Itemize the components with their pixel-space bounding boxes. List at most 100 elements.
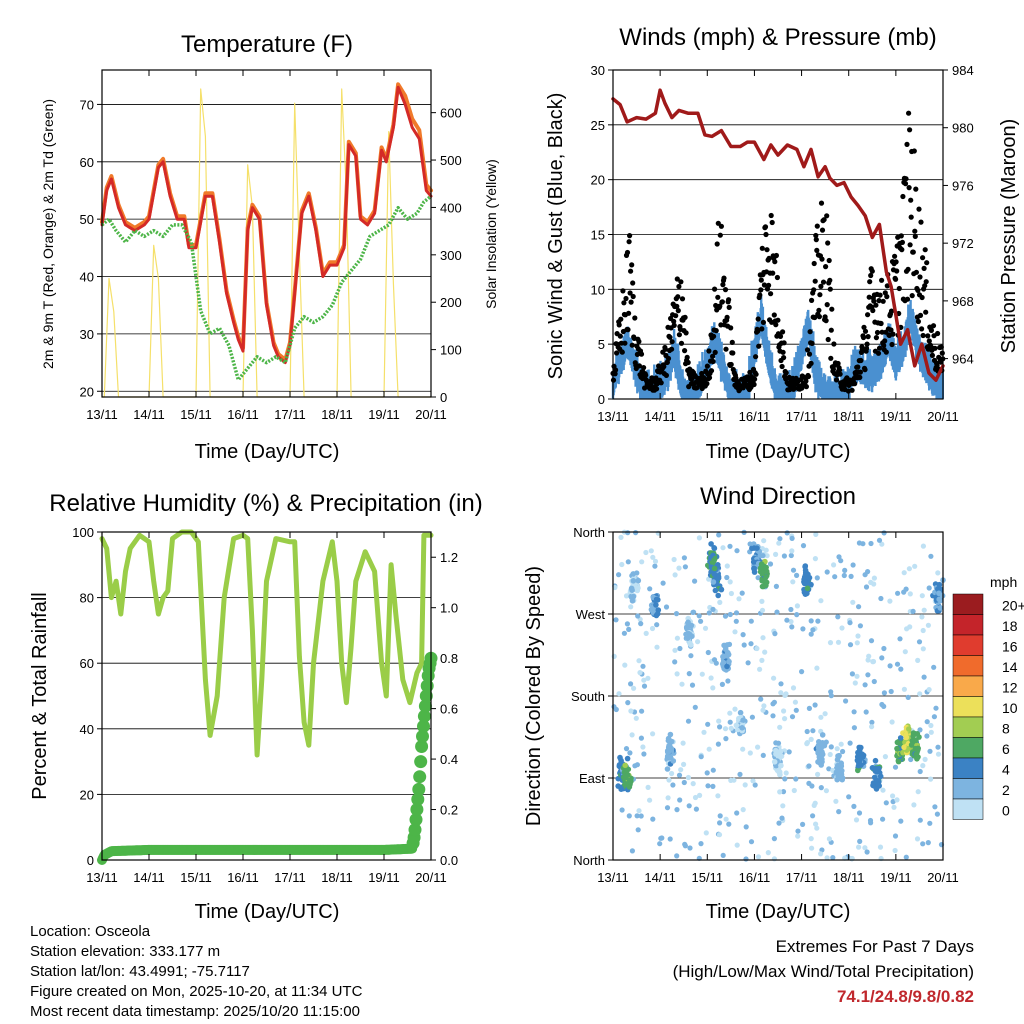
direction-point (907, 591, 913, 597)
gust-point (919, 294, 925, 301)
direction-point (915, 789, 921, 795)
direction-point (837, 768, 843, 774)
wind-xtick-label: 18/11 (833, 409, 865, 424)
direction-point (727, 719, 733, 725)
direction-point (726, 658, 732, 665)
gust-point (616, 322, 622, 328)
direction-point (705, 721, 711, 727)
wind-ytick-label: 5 (598, 337, 605, 352)
direction-point (812, 702, 818, 708)
direction-point (856, 810, 863, 816)
direction-point (674, 671, 680, 677)
direction-point (658, 835, 664, 841)
direction-point (848, 573, 854, 580)
direction-point (710, 579, 717, 585)
direction-point (628, 585, 635, 592)
temp-xtick-label: 15/11 (180, 407, 212, 422)
direction-point (866, 653, 872, 659)
gust-point (902, 181, 909, 187)
gust-point (870, 307, 876, 314)
gust-point (717, 303, 723, 309)
direction-point (698, 841, 704, 847)
direction-point (852, 680, 858, 686)
direction-point (881, 530, 887, 536)
direction-point (704, 770, 710, 776)
direction-point (881, 690, 888, 696)
direction-point (705, 649, 711, 656)
gust-point (917, 274, 923, 280)
direction-point (747, 750, 753, 756)
legend-swatch (952, 593, 984, 615)
direction-point (628, 681, 634, 687)
direction-point (926, 585, 932, 591)
direction-point (776, 540, 782, 546)
direction-point (647, 797, 653, 803)
direction-point (791, 787, 797, 794)
direction-point (870, 780, 877, 786)
gust-point (726, 297, 732, 303)
direction-point (672, 659, 678, 665)
gust-point (771, 312, 777, 318)
direction-point (639, 559, 645, 565)
info-latlon: Station lat/lon: 43.4991; -75.7117 (30, 963, 250, 980)
direction-point (841, 572, 847, 579)
direction-point (836, 809, 842, 815)
wind-ytick-label: 15 (591, 228, 605, 243)
direction-point (708, 541, 714, 547)
direction-point (814, 825, 820, 831)
direction-point (679, 681, 685, 687)
gust-point (877, 292, 883, 298)
direction-point (692, 794, 699, 801)
gust-point (617, 333, 623, 339)
direction-point (871, 575, 878, 581)
gust-point (627, 233, 633, 239)
direction-point (876, 537, 883, 543)
temp-ytick-label: 50 (80, 212, 94, 227)
gust-point (882, 338, 888, 344)
extremes-heading: Extremes For Past 7 Days (775, 937, 974, 956)
gust-point (699, 370, 705, 377)
direction-point (883, 800, 889, 806)
direction-point (759, 570, 766, 577)
direction-point (720, 545, 726, 551)
direction-point (936, 581, 943, 588)
direction-point (925, 622, 932, 628)
gust-point (728, 361, 734, 368)
direction-point (635, 577, 642, 584)
direction-point (719, 681, 726, 688)
gust-point (612, 371, 618, 377)
gust-point (814, 247, 820, 253)
temp-xtick-label: 13/11 (86, 407, 118, 422)
gust-point (855, 364, 861, 370)
direction-point (698, 618, 704, 624)
direction-point (710, 606, 716, 613)
direction-point (641, 677, 647, 683)
direction-point (776, 820, 782, 826)
direction-point (692, 704, 698, 710)
direction-point (637, 670, 643, 676)
direction-point (919, 593, 925, 599)
rh-xlabel: Time (Day/UTC) (195, 901, 340, 923)
wind-y2tick-label: 972 (952, 236, 974, 251)
gust-point (766, 255, 772, 261)
gust-point (908, 197, 914, 203)
gust-point (722, 287, 729, 293)
info-location: Location: Osceola (30, 923, 151, 940)
gust-point (628, 268, 634, 274)
direction-point (653, 596, 660, 603)
rh-ytick-label: 60 (80, 656, 94, 671)
direction-point (615, 783, 621, 789)
direction-point (922, 756, 928, 763)
direction-point (910, 608, 916, 615)
gust-point (837, 367, 843, 373)
direction-point (717, 820, 723, 826)
direction-point (927, 820, 933, 826)
gust-point (766, 282, 772, 288)
gust-point (835, 360, 841, 367)
gust-point (923, 309, 929, 315)
direction-point (681, 555, 688, 561)
direction-point (749, 714, 756, 720)
direction-point (782, 692, 788, 699)
direction-point (927, 748, 933, 754)
direction-point (931, 714, 938, 720)
